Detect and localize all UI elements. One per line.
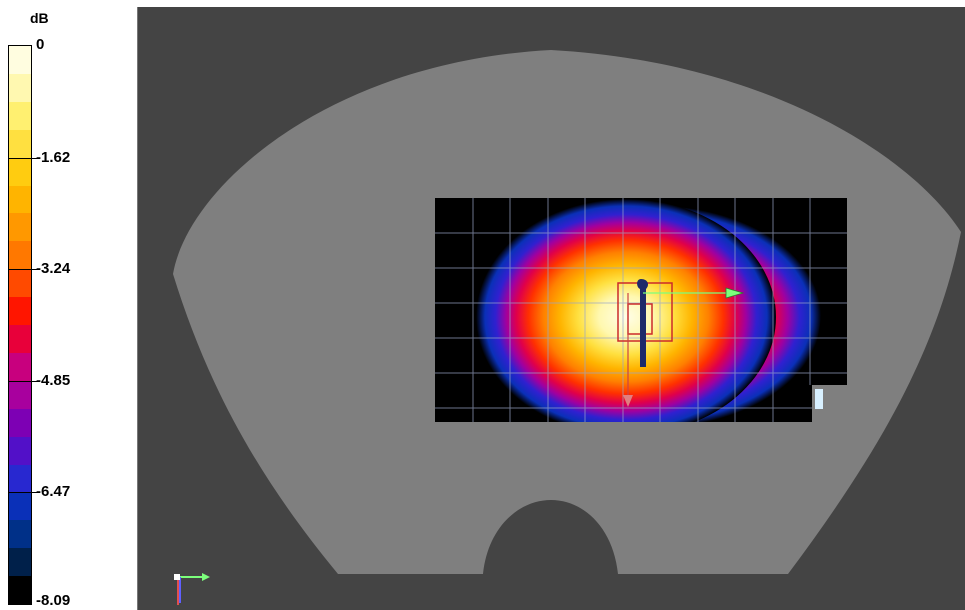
- legend-color-swatch: [9, 436, 31, 465]
- legend-color-swatch: [9, 352, 31, 381]
- legend-color-swatch: [9, 492, 31, 521]
- legend-color-swatch: [9, 101, 31, 130]
- legend-color-swatch: [9, 269, 31, 298]
- legend-tick-mark: [8, 492, 38, 493]
- legend-tick-label: -6.47: [36, 483, 71, 500]
- 3d-viewport[interactable]: [137, 7, 965, 610]
- legend-tick-label: -1.62: [36, 149, 71, 166]
- legend-color-swatch: [9, 185, 31, 214]
- legend-color-swatch: [9, 325, 31, 353]
- legend-color-swatch: [9, 213, 31, 242]
- legend-color-swatch: [9, 380, 31, 409]
- legend-tick-label: -3.24: [36, 260, 71, 277]
- grid-corner-marker: [815, 389, 823, 409]
- axis-orientation-icon: [174, 573, 210, 605]
- legend-color-swatch: [9, 129, 31, 158]
- sar-measurement-grid: [435, 198, 847, 422]
- legend-color-swatch: [9, 241, 31, 270]
- probe-icon: [617, 279, 745, 407]
- legend-tick-label: -4.85: [36, 372, 71, 389]
- legend-color-swatch: [9, 297, 31, 326]
- legend-color-swatch: [9, 576, 31, 605]
- legend-color-swatch: [9, 548, 31, 577]
- legend-color-swatch: [9, 408, 31, 437]
- legend-tick-mark: [8, 158, 38, 159]
- sar-heatmap-core: [476, 199, 776, 422]
- legend-color-swatch: [9, 520, 31, 549]
- color-scale-legend: dB 0 -1.62 -3.24 -4.85 -6.47 -8.09: [0, 0, 130, 610]
- scene-canvas[interactable]: [138, 7, 965, 610]
- legend-color-swatch: [9, 464, 31, 493]
- legend-color-swatch: [9, 73, 31, 102]
- legend-color-swatch: [9, 46, 31, 74]
- legend-tick-mark: [8, 381, 38, 382]
- legend-unit-label: dB: [30, 10, 49, 26]
- legend-color-swatch: [9, 157, 31, 186]
- legend-tick-label-min: -8.09: [36, 592, 71, 609]
- legend-color-bar: [8, 45, 32, 605]
- legend-tick-label-max: 0: [36, 36, 45, 53]
- legend-tick-mark: [8, 269, 38, 270]
